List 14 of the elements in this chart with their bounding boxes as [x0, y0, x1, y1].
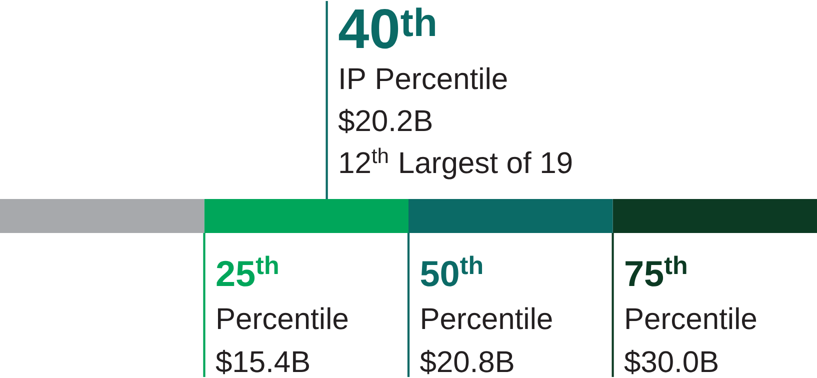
- ref-line-label: 25$^{th}$: [216, 256, 278, 286]
- annotation: $20.8B: [420, 350, 514, 374]
- annotation: $30.0B: [624, 350, 718, 374]
- ref-line-label: 40$^{th}$: [338, 8, 435, 49]
- annotation: 12$^{th}$ Largest of 19: [340, 148, 572, 180]
- annotation: $15.4B: [216, 350, 310, 374]
- annotation: $20.2B: [338, 108, 432, 134]
- ref-line-label: 50$^{th}$: [420, 256, 482, 286]
- annotation: Percentile: [218, 307, 348, 330]
- bar: [0, 198, 204, 233]
- annotation: Percentile: [422, 307, 552, 330]
- annotation: IP Percentile: [340, 67, 507, 90]
- annotation: Percentile: [626, 307, 756, 330]
- ref-line-label: 75$^{th}$: [626, 256, 686, 286]
